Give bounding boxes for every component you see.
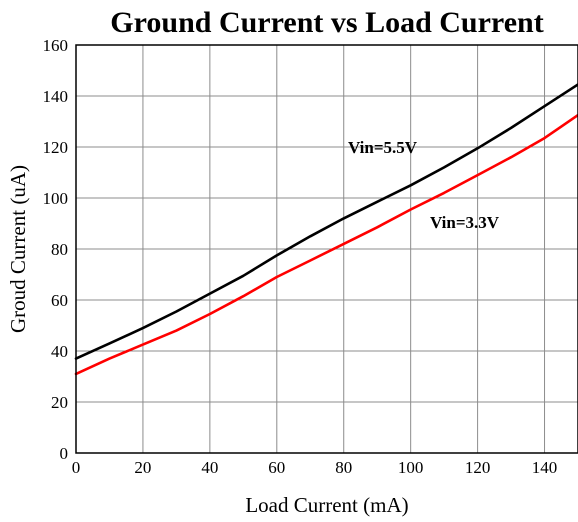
series-lines [74, 83, 578, 376]
tick-labels: 0 20 40 60 80 100 120 140 0 20 40 60 80 100 120 140 160 [43, 36, 558, 477]
x-tick-label: 80 [335, 458, 352, 477]
y-tick-label: 140 [43, 87, 69, 106]
x-tick-label: 60 [268, 458, 285, 477]
y-tick-label: 80 [51, 240, 68, 259]
y-tick-label: 160 [43, 36, 69, 55]
y-tick-label: 0 [60, 444, 69, 463]
y-tick-label: 120 [43, 138, 69, 157]
x-tick-label: 120 [465, 458, 491, 477]
grid-lines [76, 45, 578, 453]
x-tick-label: 20 [134, 458, 151, 477]
series-line-vin-3-3v [74, 113, 578, 376]
x-tick-label: 40 [201, 458, 218, 477]
chart-title: Ground Current vs Load Current [110, 6, 543, 39]
y-axis-label: Groud Current (uA) [6, 165, 30, 333]
x-tick-label: 100 [398, 458, 424, 477]
series-line-vin-5-5v [74, 83, 578, 360]
series-label-vin-3-3v: Vin=3.3V [430, 213, 500, 232]
y-tick-label: 20 [51, 393, 68, 412]
x-tick-label: 0 [72, 458, 81, 477]
series-label-vin-5-5v: Vin=5.5V [348, 138, 418, 157]
x-tick-label: 140 [532, 458, 558, 477]
x-axis-label: Load Current (mA) [245, 493, 408, 517]
plot-frame [75, 44, 578, 454]
y-tick-label: 100 [43, 189, 69, 208]
y-tick-label: 60 [51, 291, 68, 310]
y-tick-label: 40 [51, 342, 68, 361]
